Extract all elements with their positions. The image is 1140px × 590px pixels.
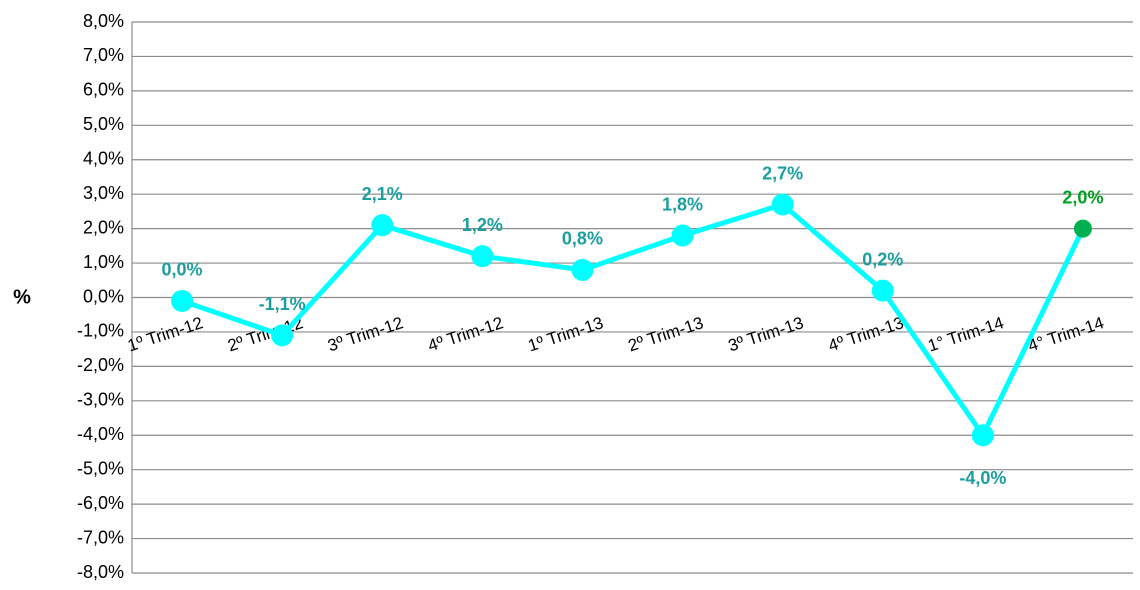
y-tick-label: -3,0% [77, 390, 124, 410]
x-category-label: 3º Trim-13 [726, 313, 806, 355]
y-tick-label: 0,0% [83, 286, 124, 306]
x-category-label: 2º Trim-13 [626, 313, 706, 355]
y-tick-label: -4,0% [77, 424, 124, 444]
x-category-label: 4º Trim-13 [826, 313, 906, 355]
data-label: 0,8% [562, 229, 603, 249]
data-label: -4,0% [959, 468, 1006, 488]
data-point-marker [971, 424, 994, 447]
x-category-label: 1º Trim-13 [526, 313, 606, 355]
data-point-marker [1073, 219, 1092, 238]
y-tick-label: -2,0% [77, 355, 124, 375]
y-tick-label: 3,0% [83, 183, 124, 203]
y-tick-label: 2,0% [83, 217, 124, 237]
data-labels: 0,0% -1,1% 2,1% 1,2% 0,8% 1,8% 2,7% 0,2% -4,0% 2,… [162, 163, 1104, 488]
y-tick-label: -6,0% [77, 493, 124, 513]
y-tick-label: -1,0% [77, 321, 124, 341]
series-line [181, 202, 1086, 438]
y-tick-label: 5,0% [83, 114, 124, 134]
y-tick-label: 7,0% [83, 45, 124, 65]
y-tick-label: -8,0% [77, 562, 124, 582]
data-label: 2,7% [762, 163, 803, 183]
data-label: 0,2% [862, 249, 903, 269]
data-point-marker [771, 193, 794, 216]
y-axis-ticks: 8,0% 7,0% 6,0% 5,0% 4,0% 3,0% 2,0% 1,0% 0,0% -1,0… [77, 11, 124, 582]
data-point-marker [171, 289, 194, 312]
data-label: 1,8% [662, 194, 703, 214]
y-tick-label: 6,0% [83, 80, 124, 100]
series-markers [171, 193, 1092, 447]
series-polyline [181, 202, 1086, 438]
data-point-marker [271, 324, 294, 347]
y-tick-label: -7,0% [77, 527, 124, 547]
y-tick-label: -5,0% [77, 458, 124, 478]
y-axis-label: % [13, 286, 31, 308]
data-point-marker [371, 214, 394, 237]
y-tick-label: 4,0% [83, 149, 124, 169]
data-point-marker [871, 279, 894, 302]
data-label: 0,0% [162, 260, 203, 280]
data-label: 1,2% [462, 215, 503, 235]
data-point-marker [571, 258, 594, 281]
data-point-marker [471, 245, 494, 268]
x-category-label: 3º Trim-12 [325, 313, 405, 355]
data-label: -1,1% [259, 294, 306, 314]
data-point-marker [671, 224, 694, 247]
data-label: 2,1% [362, 184, 403, 204]
x-category-label: 1° Trim-14 [925, 313, 1006, 355]
x-category-label: 4º Trim-12 [426, 313, 506, 355]
y-tick-label: 8,0% [83, 11, 124, 31]
x-category-label: 1º Trim-12 [125, 313, 205, 355]
grid-lines [131, 21, 1133, 574]
data-label: 2,0% [1062, 187, 1103, 207]
y-tick-label: 1,0% [83, 252, 124, 272]
